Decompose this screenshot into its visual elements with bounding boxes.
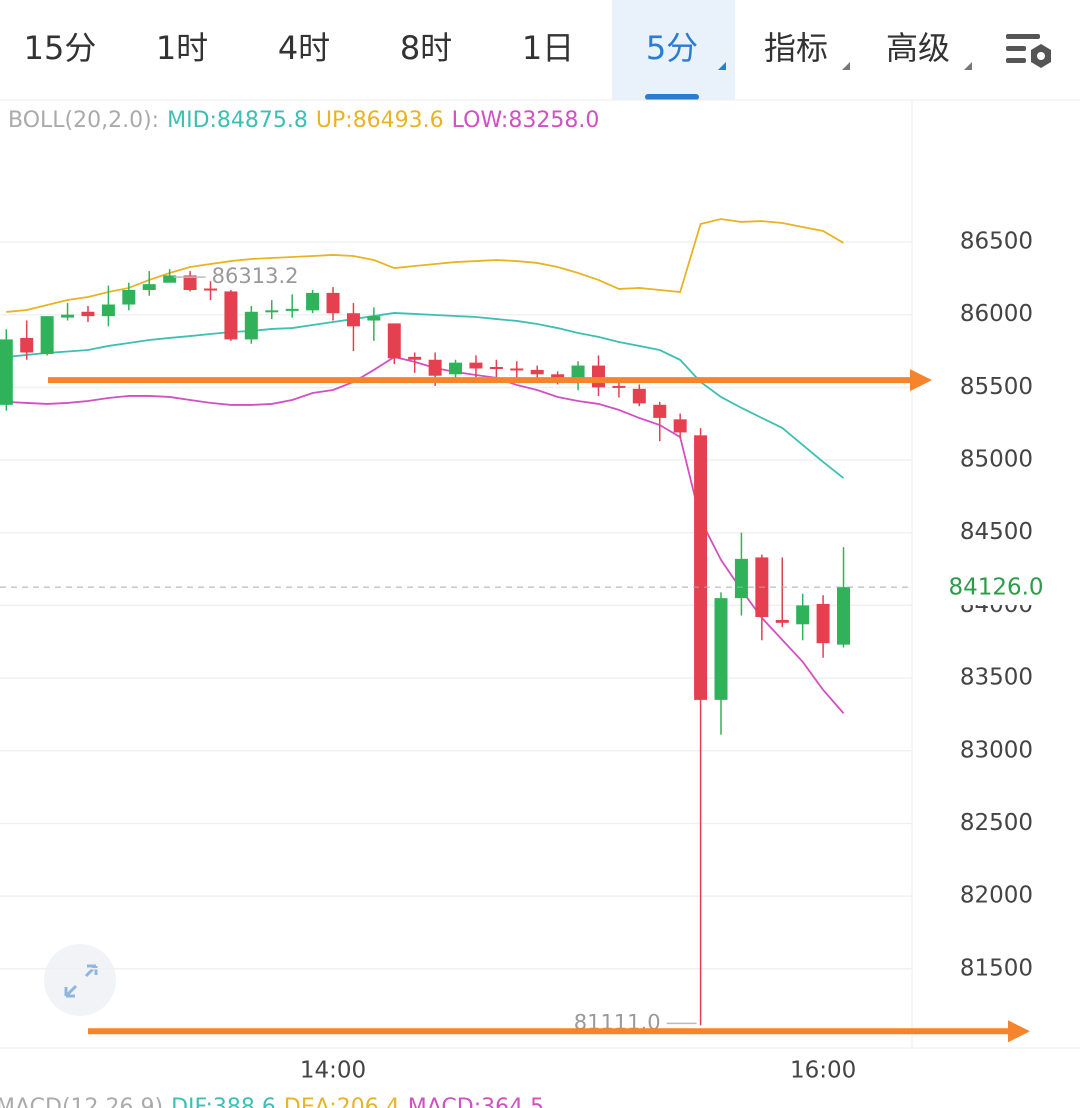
candle-body <box>163 275 177 283</box>
candle-body <box>571 365 585 379</box>
candle-body <box>101 304 115 317</box>
candle-body <box>694 435 708 700</box>
indicator-label: UP:86493.6 <box>316 108 444 133</box>
tab[interactable]: 指标 <box>764 29 828 67</box>
candle-body <box>632 388 646 404</box>
candle-body <box>489 367 503 370</box>
candle-body <box>408 356 422 360</box>
max-label: 86313.2 <box>212 264 299 288</box>
candle-body <box>61 314 75 318</box>
candle-body <box>796 605 810 625</box>
x-tick-label: 14:00 <box>300 1058 366 1084</box>
tab-caret <box>964 62 972 70</box>
candle-body <box>673 419 687 433</box>
indicator-header: BOLL(20,2.0): MID:84875.8 UP:86493.6 LOW:83… <box>8 108 599 133</box>
y-tick-label: 81500 <box>960 955 1033 981</box>
macd-label: DEA:206.4 <box>284 1095 400 1108</box>
candle-body <box>510 368 524 371</box>
candle-body <box>367 316 381 321</box>
last-price-label: 84126.0 <box>948 575 1043 601</box>
boll-line <box>6 312 845 479</box>
indicator-label: LOW:83258.0 <box>452 108 600 133</box>
candle-body <box>183 275 197 290</box>
candle-body <box>122 289 136 305</box>
y-tick-label: 82500 <box>960 810 1033 836</box>
tab[interactable]: 1时 <box>156 29 208 67</box>
candle-body <box>20 337 34 353</box>
x-tick-label: 16:00 <box>790 1058 856 1084</box>
last-price-box <box>914 569 1078 606</box>
candle-body <box>837 587 851 645</box>
tab-caret <box>718 62 726 70</box>
candle-body <box>285 308 299 311</box>
candle-body <box>653 404 667 418</box>
y-tick-label: 86500 <box>960 229 1033 255</box>
candle-body <box>530 369 544 375</box>
macd-label: MACD:364.5 <box>408 1095 544 1108</box>
candle-body <box>0 339 13 405</box>
candle-body <box>591 365 605 388</box>
y-tick-label: 85500 <box>960 374 1033 400</box>
drawn-arrowhead <box>910 369 932 392</box>
tab[interactable]: 1日 <box>522 29 574 67</box>
active-tab-underline <box>645 94 699 100</box>
candle-body <box>204 288 217 291</box>
macd-label: DIF:388.6 <box>171 1095 276 1108</box>
tab[interactable]: 8时 <box>400 29 452 67</box>
drawn-arrowhead <box>1008 1020 1030 1043</box>
candle-body <box>449 362 463 375</box>
macd-label: MACD(12,26,9) <box>0 1095 163 1108</box>
candle-body <box>244 311 258 340</box>
indicator-label: BOLL(20,2.0): <box>8 108 159 133</box>
candle-body <box>551 374 565 379</box>
candle-body <box>40 316 54 354</box>
tab[interactable]: 4时 <box>278 29 330 67</box>
expand-icon <box>64 964 98 998</box>
expand-button[interactable] <box>44 944 116 1016</box>
y-tick-label: 83000 <box>960 737 1033 763</box>
candle-body <box>734 558 748 599</box>
candle-body <box>714 598 728 700</box>
candle-body <box>428 359 442 376</box>
indicator-label: MID:84875.8 <box>167 108 308 133</box>
y-tick-label: 84500 <box>960 519 1033 545</box>
tab-caret <box>842 62 850 70</box>
candle-body <box>142 284 156 290</box>
y-tick-label: 83500 <box>960 665 1033 691</box>
tab[interactable]: 高级 <box>886 29 950 67</box>
y-tick-label: 82000 <box>960 883 1033 909</box>
y-tick-label: 85000 <box>960 447 1033 473</box>
macd-header: MACD(12,26,9) DIF:388.6 DEA:206.4 MACD:364.… <box>0 1095 544 1108</box>
candle-body <box>612 385 626 388</box>
candle-body <box>469 362 483 369</box>
settings-icon[interactable] <box>1006 34 1051 68</box>
candle-body <box>775 619 789 623</box>
tab[interactable]: 15分 <box>24 29 97 67</box>
candle-body <box>265 310 279 313</box>
candle-body <box>81 311 95 317</box>
candle-body <box>816 603 830 644</box>
y-tick-label: 86000 <box>960 301 1033 327</box>
candle-body <box>387 323 401 359</box>
active-tab-bg <box>612 0 735 100</box>
candle-body <box>306 292 320 311</box>
candle-body <box>346 313 360 327</box>
candle-body <box>224 291 238 340</box>
tab[interactable]: 5分 <box>646 29 698 67</box>
candle-body <box>326 292 340 314</box>
boll-line <box>6 218 844 313</box>
